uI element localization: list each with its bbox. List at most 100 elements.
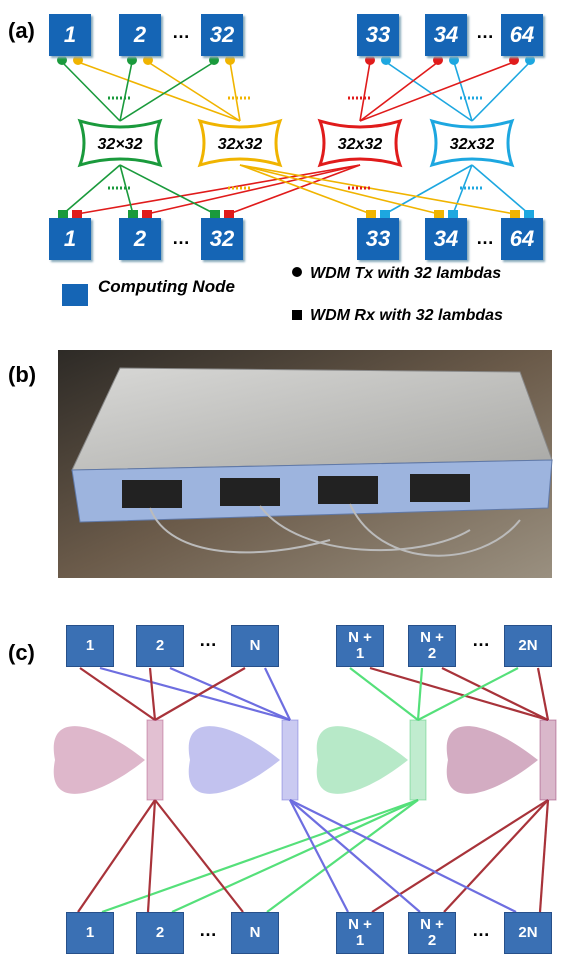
link: [120, 62, 214, 121]
legend-rx-text: WDM Rx with 32 lambdas: [310, 307, 503, 324]
tx-dot: [225, 55, 235, 65]
link: [538, 668, 548, 720]
computing-node: N: [231, 625, 279, 667]
link: [148, 62, 240, 121]
computing-node: 2: [136, 625, 184, 667]
legend-node-swatch: [62, 284, 88, 306]
panel-label: (a): [8, 18, 35, 44]
computing-node: 1: [49, 218, 91, 260]
figure: Computing Node WDM Tx with 32 lambdas WD…: [0, 0, 566, 961]
computing-node: 2: [119, 218, 161, 260]
computing-node: 64: [501, 14, 543, 56]
ellipsis: …: [472, 630, 490, 651]
link: [350, 668, 418, 720]
computing-node: 64: [501, 218, 543, 260]
link: [63, 165, 120, 214]
link: [78, 800, 155, 912]
switch-label: 32x32: [338, 136, 383, 153]
link: [62, 62, 120, 121]
computing-node: 32: [201, 14, 243, 56]
tx-dot: [73, 55, 83, 65]
ellipsis: …: [472, 920, 490, 941]
computing-node: N + 1: [336, 625, 384, 667]
link: [540, 800, 548, 912]
link: [385, 165, 472, 214]
link: [230, 62, 240, 121]
computing-node: 33: [357, 14, 399, 56]
switch-label: 32×32: [98, 136, 143, 153]
ellipsis: …: [476, 22, 494, 43]
computing-node: N + 2: [408, 912, 456, 954]
tx-dot: [509, 55, 519, 65]
link: [147, 165, 360, 214]
awgr-body: [189, 726, 280, 794]
legend-node-text: Computing Node: [98, 277, 235, 296]
link: [454, 62, 472, 121]
link: [418, 668, 518, 720]
computing-node: N: [231, 912, 279, 954]
computing-node: 1: [49, 14, 91, 56]
tx-dot: [365, 55, 375, 65]
link: [120, 62, 132, 121]
link: [360, 62, 370, 121]
link: [100, 668, 290, 720]
tx-dot: [381, 55, 391, 65]
legend-tx-dot: [292, 267, 302, 277]
ellipsis: …: [172, 22, 190, 43]
computing-node: 2: [136, 912, 184, 954]
tx-dot: [433, 55, 443, 65]
ellipsis: …: [476, 228, 494, 249]
ellipsis: …: [172, 228, 190, 249]
legend-tx-text: WDM Tx with 32 lambdas: [310, 265, 501, 282]
tx-dot: [127, 55, 137, 65]
computing-node: N + 1: [336, 912, 384, 954]
computing-node: 2N: [504, 625, 552, 667]
link: [172, 800, 418, 912]
panel-label: (b): [8, 362, 36, 388]
computing-node: 33: [357, 218, 399, 260]
link: [418, 668, 422, 720]
link: [290, 800, 420, 912]
figure-drawing: Computing Node WDM Tx with 32 lambdas WD…: [0, 0, 566, 961]
awgr-body: [54, 726, 145, 794]
tx-dot: [525, 55, 535, 65]
legend-rx-square: [292, 310, 302, 320]
computing-node: 34: [425, 218, 467, 260]
computing-node: N + 2: [408, 625, 456, 667]
link: [155, 800, 243, 912]
computing-node: 2N: [504, 912, 552, 954]
link: [77, 165, 360, 214]
link: [290, 800, 348, 912]
awgr-body: [317, 726, 408, 794]
tx-dot: [209, 55, 219, 65]
computing-node: 34: [425, 14, 467, 56]
switch-label: 32x32: [218, 136, 263, 153]
computing-node: 32: [201, 218, 243, 260]
photo: [58, 350, 552, 578]
awgr-body: [447, 726, 538, 794]
tx-dot: [57, 55, 67, 65]
switch-label: 32x32: [450, 136, 495, 153]
ellipsis: …: [199, 920, 217, 941]
tx-dot: [449, 55, 459, 65]
link: [240, 165, 371, 214]
link: [80, 668, 155, 720]
link: [150, 668, 155, 720]
awgr-bar: [282, 720, 298, 800]
link: [290, 800, 516, 912]
awgr-bar: [410, 720, 426, 800]
panel-label: (c): [8, 640, 35, 666]
link: [267, 800, 418, 912]
computing-node: 2: [119, 14, 161, 56]
computing-node: 1: [66, 625, 114, 667]
link: [360, 62, 514, 121]
link: [472, 62, 530, 121]
link: [265, 668, 290, 720]
awgr-bar: [540, 720, 556, 800]
link: [120, 165, 215, 214]
tx-dot: [143, 55, 153, 65]
link: [78, 62, 240, 121]
awgr-bar: [147, 720, 163, 800]
computing-node: 1: [66, 912, 114, 954]
ellipsis: …: [199, 630, 217, 651]
